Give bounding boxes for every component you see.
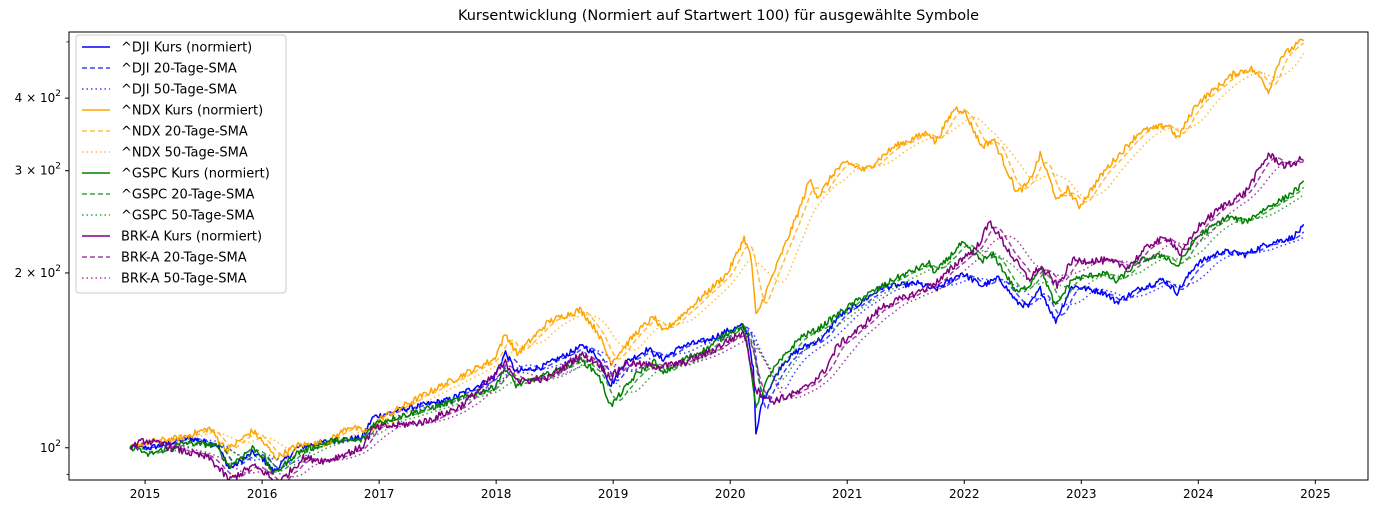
x-tick-label: 2018 bbox=[481, 487, 512, 501]
legend-label: ^DJI 50-Tage-SMA bbox=[121, 83, 237, 98]
legend-label: BRK-A Kurs (normiert) bbox=[121, 230, 262, 245]
x-tick-label: 2025 bbox=[1300, 487, 1331, 501]
legend-label: ^GSPC 20-Tage-SMA bbox=[121, 188, 254, 203]
x-tick-label: 2015 bbox=[130, 487, 161, 501]
legend-label: ^NDX 50-Tage-SMA bbox=[121, 146, 248, 161]
legend-label: BRK-A 20-Tage-SMA bbox=[121, 251, 247, 266]
y-axis: 102 2 × 102 3 × 102 4 × 102 bbox=[15, 41, 69, 475]
series-line-gspc-sma20 bbox=[141, 186, 1305, 472]
x-tick-label: 2021 bbox=[832, 487, 863, 501]
legend-label: ^GSPC 50-Tage-SMA bbox=[121, 209, 254, 224]
x-tick-label: 2020 bbox=[715, 487, 746, 501]
series-line-gspc-kurs bbox=[129, 180, 1305, 475]
legend-label: ^NDX 20-Tage-SMA bbox=[121, 125, 248, 140]
legend-label: ^NDX Kurs (normiert) bbox=[121, 104, 263, 119]
legend-label: ^GSPC Kurs (normiert) bbox=[121, 167, 270, 182]
series-line-brk-a-kurs bbox=[129, 152, 1305, 480]
x-tick-label: 2022 bbox=[949, 487, 980, 501]
legend-box bbox=[75, 34, 287, 294]
series-layer bbox=[129, 38, 1305, 480]
series-line-ndx-sma20 bbox=[141, 42, 1305, 457]
y-tick-label: 4 × 102 bbox=[15, 89, 61, 105]
legend-label: ^DJI Kurs (normiert) bbox=[121, 41, 252, 56]
chart-title: Kursentwicklung (Normiert auf Startwert … bbox=[458, 8, 979, 24]
x-tick-label: 2017 bbox=[364, 487, 395, 501]
series-line-dji-sma20 bbox=[141, 231, 1305, 469]
y-tick-label: 2 × 102 bbox=[15, 264, 61, 280]
series-line-ndx-kurs bbox=[129, 38, 1305, 461]
legend: ^DJI Kurs (normiert) ^DJI 20-Tage-SMA ^DJI… bbox=[75, 34, 287, 294]
plot-frame bbox=[68, 31, 1369, 481]
y-tick-label: 3 × 102 bbox=[15, 162, 61, 178]
y-tick-label: 102 bbox=[40, 439, 61, 455]
x-tick-label: 2024 bbox=[1183, 487, 1214, 501]
x-axis: 2015 2016 2017 2018 2019 2020 2021 2022 2023 2024… bbox=[130, 480, 1331, 501]
series-line-dji-kurs bbox=[129, 223, 1305, 474]
legend-label: BRK-A 50-Tage-SMA bbox=[121, 272, 247, 287]
legend-label: ^DJI 20-Tage-SMA bbox=[121, 62, 237, 77]
x-tick-label: 2016 bbox=[247, 487, 278, 501]
x-tick-label: 2019 bbox=[598, 487, 629, 501]
x-tick-label: 2023 bbox=[1066, 487, 1097, 501]
